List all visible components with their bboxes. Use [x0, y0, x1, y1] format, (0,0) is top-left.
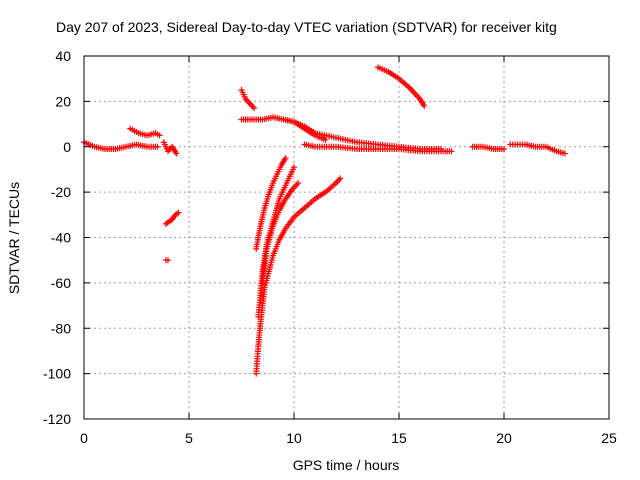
data-series-trace-5	[162, 257, 171, 264]
data-point	[337, 175, 344, 182]
x-tick-label: 10	[286, 430, 302, 446]
x-tick-label: 0	[80, 430, 88, 446]
data-points	[81, 64, 568, 377]
data-series-trace-4	[162, 209, 182, 227]
data-point	[251, 105, 258, 112]
data-point	[421, 102, 428, 109]
data-series-trace-1	[81, 139, 161, 153]
x-tick-label: 25	[601, 430, 617, 446]
x-axis-label: GPS time / hours	[293, 457, 400, 473]
chart-title: Day 207 of 2023, Sidereal Day-to-day VTE…	[56, 19, 557, 35]
data-point	[291, 164, 297, 171]
data-point	[165, 257, 171, 264]
y-tick-label: -60	[51, 275, 71, 291]
data-series-trace-11	[375, 64, 428, 109]
data-series-trace-3	[160, 139, 180, 157]
x-tick-label: 5	[185, 430, 193, 446]
y-tick-label: 20	[55, 93, 71, 109]
data-point	[175, 209, 182, 216]
x-tick-label: 15	[391, 430, 407, 446]
data-series-trace-10	[301, 141, 455, 155]
y-tick-label: 0	[63, 139, 71, 155]
data-series-trace-12	[469, 143, 507, 153]
data-point	[282, 155, 289, 162]
y-tick-label: -100	[43, 366, 71, 382]
data-point	[322, 136, 329, 143]
data-series-trace-15	[253, 155, 289, 252]
x-tick-label: 20	[496, 430, 512, 446]
y-tick-label: 40	[55, 48, 71, 64]
data-point	[295, 180, 302, 187]
y-tick-label: -40	[51, 230, 71, 246]
data-point	[561, 150, 568, 157]
y-tick-label: -20	[51, 184, 71, 200]
x-tick-labels: 0 5 10 15 20 25	[80, 430, 617, 446]
axis-ticks	[83, 55, 610, 420]
data-series-trace-6	[238, 87, 258, 112]
y-tick-label: -120	[43, 411, 71, 427]
data-series-trace-17	[259, 180, 302, 286]
data-series-trace-14	[253, 175, 344, 377]
data-point	[154, 143, 161, 150]
data-point	[173, 150, 180, 157]
y-axis-label: SDTVAR / TECUs	[6, 182, 22, 294]
data-point	[448, 148, 455, 155]
y-tick-label: -80	[51, 320, 71, 336]
y-tick-labels: 40 20 0 -20 -40 -60 -80 -100 -120	[43, 48, 71, 427]
data-point	[501, 146, 507, 153]
data-series-trace-2	[127, 125, 163, 139]
data-point	[156, 132, 163, 139]
grid-lines	[84, 56, 609, 419]
data-series-trace-13	[507, 141, 568, 157]
